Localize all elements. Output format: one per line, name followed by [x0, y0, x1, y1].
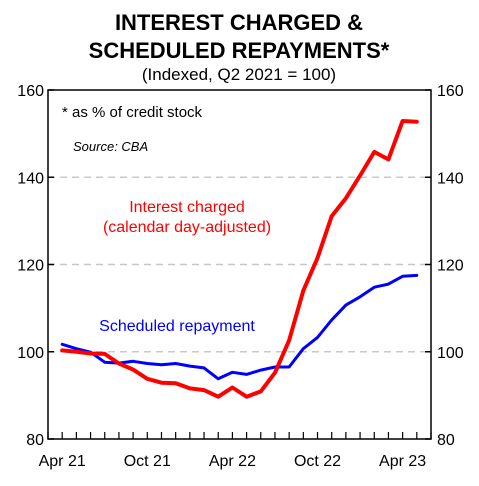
- x-tick-label-oct-21: Oct 21: [124, 453, 171, 470]
- y2-tick-label-140: 140: [437, 170, 464, 187]
- y-tick-label-120: 120: [17, 258, 44, 275]
- series-label-scheduled-repayment: Scheduled repayment: [99, 318, 255, 335]
- series-label-interest-charged: Interest charged (calendar day-adjusted): [103, 199, 271, 236]
- y-tick-label-160: 160: [17, 83, 44, 100]
- gridlines: [48, 176, 431, 353]
- footnote: * as % of credit stock: [62, 104, 203, 121]
- y-tick-label-140: 140: [17, 170, 44, 187]
- chart-title-line-1: INTEREST CHARGED &: [115, 10, 363, 35]
- x-tick-label-apr-22: Apr 22: [209, 453, 256, 470]
- y2-tick-label-120: 120: [437, 258, 464, 275]
- series-line-interest-charged: [60, 119, 419, 399]
- y-tick-label-100: 100: [17, 345, 44, 362]
- series-label-line: Interest charged: [129, 199, 245, 216]
- series-label-line: (calendar day-adjusted): [103, 219, 271, 236]
- series-lines: [60, 119, 419, 399]
- y2-tick-label-80: 80: [437, 432, 455, 449]
- y-tick-label-80: 80: [26, 432, 44, 449]
- chart-subtitle: (Indexed, Q2 2021 = 100): [142, 65, 336, 84]
- source-note: Source: CBA: [73, 139, 148, 154]
- x-tick-label-apr-21: Apr 21: [39, 453, 86, 470]
- x-tick-label-apr-23: Apr 23: [379, 453, 426, 470]
- chart-title-line-2: SCHEDULED REPAYMENTS*: [89, 38, 390, 63]
- axes: 80 80 100 100 120 120 140 140 160 160 Apr 21 Oct 21…: [17, 83, 464, 470]
- x-tick-label-oct-22: Oct 22: [294, 453, 341, 470]
- y2-tick-label-160: 160: [437, 83, 464, 100]
- y2-tick-label-100: 100: [437, 345, 464, 362]
